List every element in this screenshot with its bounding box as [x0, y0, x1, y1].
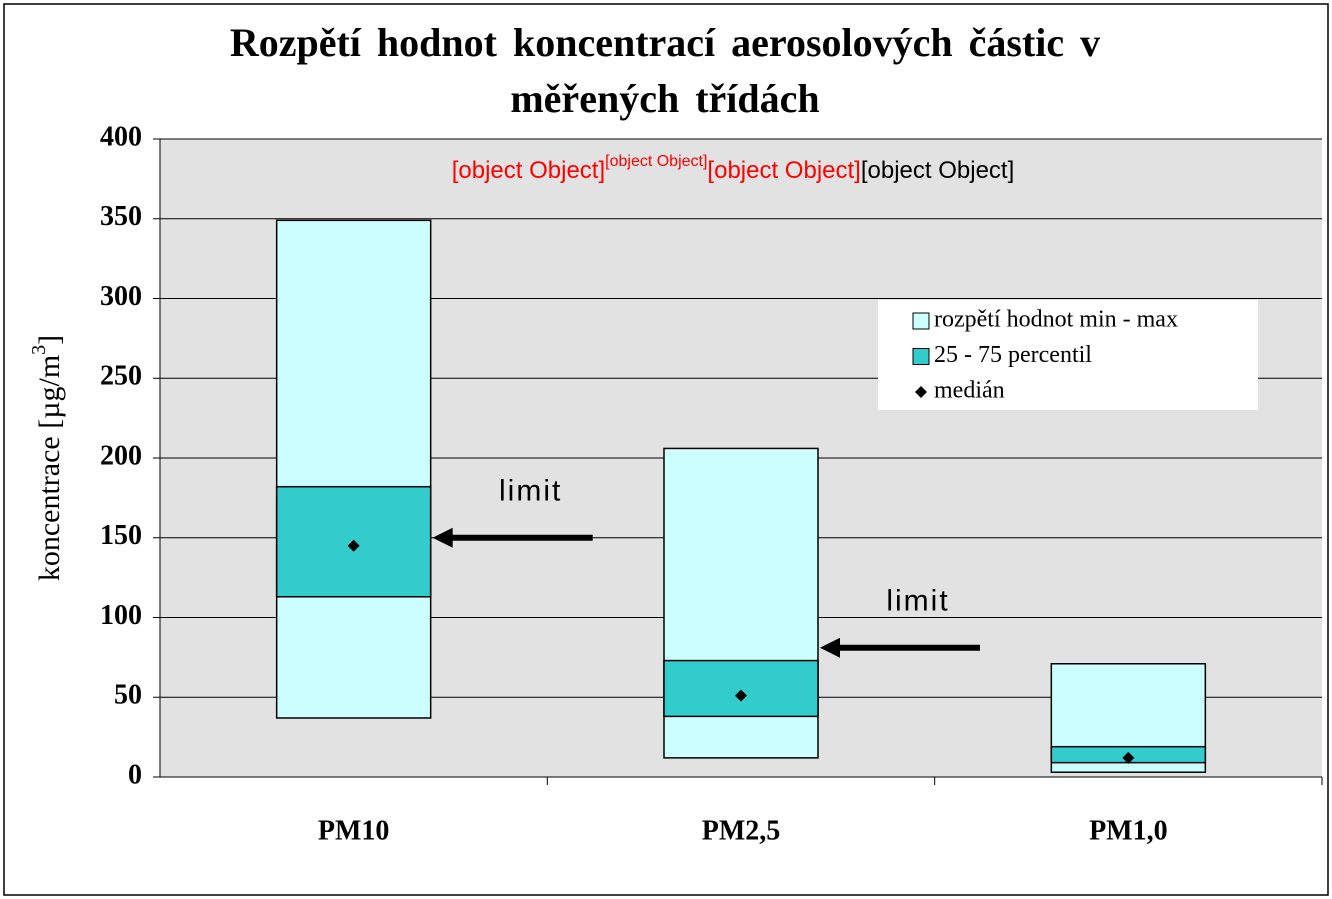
x-tick-label: PM2,5	[702, 815, 781, 846]
legend-marker	[915, 386, 927, 398]
range-bar	[275, 219, 432, 719]
y-tick-label: 200	[100, 440, 142, 471]
chart-title: Rozpětí hodnot koncentrací aerosolových …	[230, 20, 1100, 65]
limit-label: limit	[499, 475, 562, 508]
chart-title: měřených třídách	[510, 76, 819, 121]
limit-arrowhead	[820, 637, 840, 658]
y-tick-label: 0	[128, 759, 142, 790]
limit-arrowhead	[432, 527, 453, 548]
y-axis-label: koncentrace [µg/m3]	[28, 335, 66, 581]
note: [object Object][object Object][object Ob…	[452, 153, 1015, 184]
limit-label: limit	[886, 585, 949, 618]
y-tick-label: 250	[100, 361, 142, 392]
median-marker	[1122, 751, 1135, 764]
x-tick-label: PM10	[318, 815, 390, 846]
legend-label: medián	[934, 378, 1005, 404]
median-marker	[735, 689, 747, 702]
median-marker	[347, 539, 360, 552]
y-axis-label-part: 3	[28, 345, 50, 355]
range-bar	[663, 659, 819, 718]
legend-label: 25 - 75 percentil	[934, 342, 1092, 368]
y-axis-label-part: koncentrace [µg/m	[33, 355, 66, 581]
y-tick-label: 100	[100, 600, 142, 631]
y-tick-label: 350	[100, 201, 142, 232]
legend-swatch	[912, 348, 930, 365]
y-tick-label: 50	[114, 680, 142, 711]
x-tick-label: PM1,0	[1089, 815, 1168, 846]
legend	[878, 300, 1258, 410]
y-tick-label: 400	[100, 121, 142, 152]
legend-label: rozpětí hodnot min - max	[934, 307, 1178, 333]
note-part: [object Object]	[605, 153, 707, 170]
legend-swatch	[912, 312, 930, 330]
y-axis-label-part: ]	[33, 335, 66, 345]
y-tick-label: 150	[100, 520, 142, 551]
y-tick-label: 300	[100, 281, 142, 312]
note-part: [object Object]	[861, 157, 1014, 184]
note-part: [object Object]	[707, 157, 860, 184]
note-part: [object Object]	[452, 157, 605, 184]
